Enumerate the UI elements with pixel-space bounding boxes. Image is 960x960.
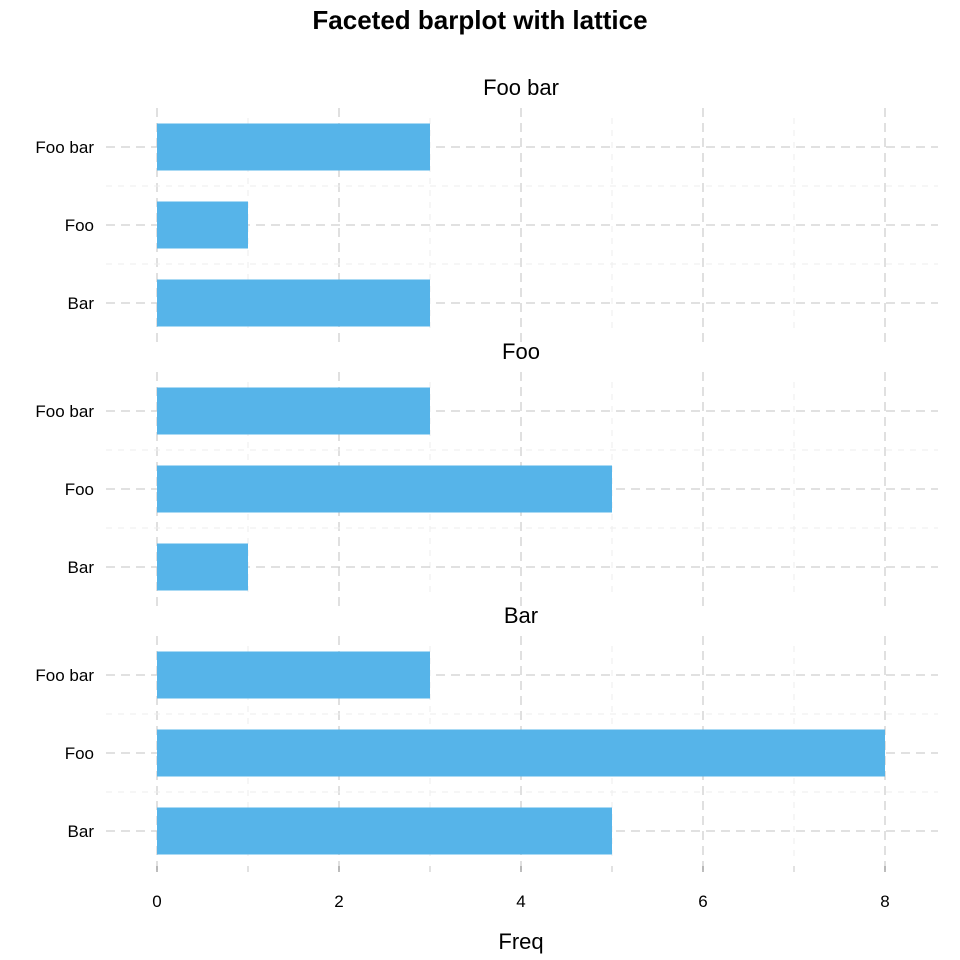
y-tick-label: Foo bar [35,138,94,157]
x-axis-label: Freq [498,929,543,954]
y-tick-label: Bar [68,294,95,313]
y-tick-label: Foo [65,744,94,763]
panel: Foo bar Bar Foo Foo bar [35,75,938,342]
y-tick-label: Foo [65,216,94,235]
y-tick-label: Bar [68,558,95,577]
y-tick-label: Foo bar [35,666,94,685]
bar [157,651,430,699]
bar [157,807,612,855]
x-tick-label: 4 [516,892,525,911]
bar [157,729,885,777]
x-tick-label: 2 [334,892,343,911]
chart-title: Faceted barplot with lattice [312,5,647,35]
panel-strip-title: Bar [504,603,538,628]
bar [157,387,430,435]
bar [157,201,248,249]
bar [157,465,612,513]
panel-strip-title: Foo [502,339,540,364]
y-tick-label: Foo bar [35,402,94,421]
panel: Foo Bar Foo Foo bar [35,339,938,606]
y-tick-label: Foo [65,480,94,499]
panel-strip-title: Foo bar [483,75,559,100]
x-tick-label: 6 [698,892,707,911]
panel: Bar Bar Foo Foo bar [35,603,938,870]
bar [157,123,430,171]
bar [157,279,430,327]
x-tick-label: 0 [152,892,161,911]
y-tick-label: Bar [68,822,95,841]
bar [157,543,248,591]
x-tick-label: 8 [880,892,889,911]
